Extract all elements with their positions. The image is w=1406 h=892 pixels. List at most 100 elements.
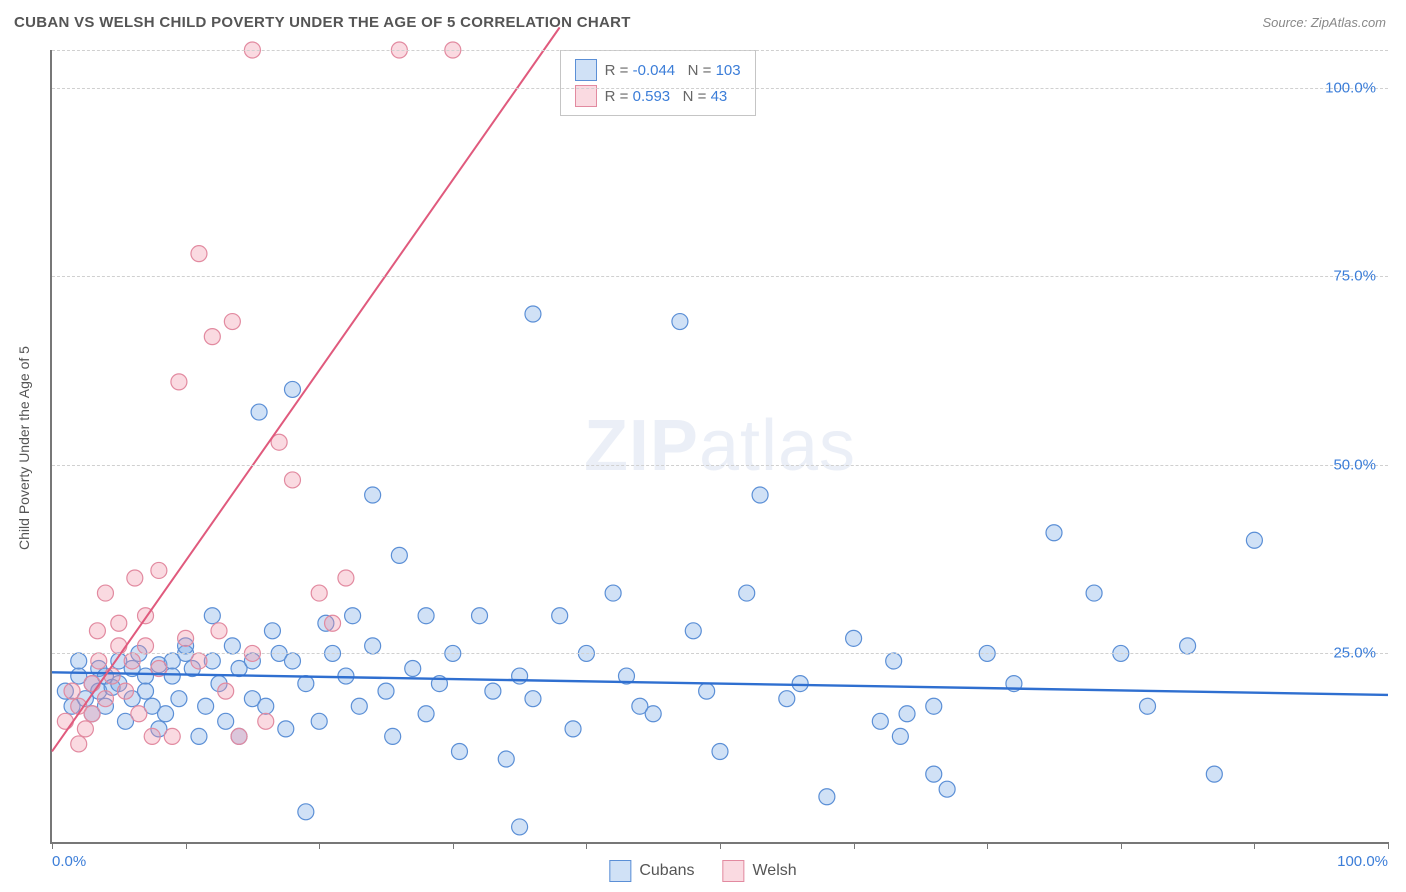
cubans-point [926,698,942,714]
cubans-point [311,713,327,729]
gridline [52,88,1388,89]
cubans-point [298,804,314,820]
welsh-point [111,638,127,654]
x-tick [720,842,721,849]
cubans-point [198,698,214,714]
cubans-point [1046,525,1062,541]
cubans-point [365,638,381,654]
x-tick [586,842,587,849]
cubans-point [685,623,701,639]
cubans-point [138,683,154,699]
y-axis-label: Child Poverty Under the Age of 5 [16,346,32,550]
cubans-point [819,789,835,805]
welsh-point [231,728,247,744]
welsh-point [258,713,274,729]
x-tick-label: 100.0% [1337,853,1388,870]
cubans-point [1246,532,1262,548]
legend-swatch [575,59,597,81]
welsh-point [71,736,87,752]
cubans-point [699,683,715,699]
cubans-point [1206,766,1222,782]
welsh-point [111,615,127,631]
cubans-point [365,487,381,503]
cubans-point [418,706,434,722]
welsh-point [164,728,180,744]
cubans-point [351,698,367,714]
cubans-point [512,819,528,835]
x-tick [319,842,320,849]
cubans-point [712,743,728,759]
welsh-point [191,246,207,262]
welsh-point [144,728,160,744]
cubans-point [498,751,514,767]
welsh-point [131,706,147,722]
x-tick [1254,842,1255,849]
legend-swatch [722,860,744,882]
welsh-point [211,623,227,639]
welsh-point [124,653,140,669]
cubans-point [418,608,434,624]
cubans-point [472,608,488,624]
cubans-point [218,713,234,729]
legend-item-welsh: Welsh [722,860,796,882]
welsh-point [77,721,93,737]
x-tick-label: 0.0% [52,853,86,870]
welsh-point [191,653,207,669]
series-legend: Cubans Welsh [609,860,796,882]
legend-values: R = -0.044 N = 103 [605,62,741,79]
welsh-point [57,713,73,729]
cubans-point [264,623,280,639]
cubans-point [345,608,361,624]
cubans-point [191,728,207,744]
cubans-point [204,608,220,624]
cubans-point [672,314,688,330]
x-tick [186,842,187,849]
cubans-point [405,661,421,677]
welsh-point [325,615,341,631]
welsh-point [151,562,167,578]
welsh-point [204,329,220,345]
cubans-point [1180,638,1196,654]
gridline [52,276,1388,277]
cubans-point [284,653,300,669]
cubans-point [899,706,915,722]
welsh-point [64,683,80,699]
cubans-point [779,691,795,707]
welsh-point [97,585,113,601]
cubans-point [886,653,902,669]
stats-legend: R = -0.044 N = 103R = 0.593 N = 43 [560,50,756,116]
x-tick [854,842,855,849]
cubans-point [565,721,581,737]
cubans-point [284,381,300,397]
welsh-point [218,683,234,699]
welsh-point [97,691,113,707]
welsh-point [117,683,133,699]
cubans-point [525,306,541,322]
cubans-point [939,781,955,797]
welsh-point [171,374,187,390]
cubans-point [158,706,174,722]
welsh-point [138,638,154,654]
y-tick-label: 100.0% [1325,79,1376,96]
gridline [52,653,1388,654]
welsh-point [84,676,100,692]
legend-swatch [609,860,631,882]
welsh-point [311,585,327,601]
cubans-point [872,713,888,729]
cubans-point [926,766,942,782]
welsh-point [338,570,354,586]
cubans-point [251,404,267,420]
cubans-point [451,743,467,759]
y-tick-label: 25.0% [1333,645,1376,662]
cubans-point [378,683,394,699]
gridline [52,50,1388,51]
cubans-point [739,585,755,601]
cubans-point [645,706,661,722]
x-tick [1121,842,1122,849]
stats-legend-row: R = -0.044 N = 103 [575,57,741,83]
legend-label: Cubans [639,862,694,880]
plot-area: ZIPatlas R = -0.044 N = 103R = 0.593 N =… [50,50,1388,844]
welsh-point [224,314,240,330]
y-tick-label: 75.0% [1333,268,1376,285]
cubans-point [892,728,908,744]
